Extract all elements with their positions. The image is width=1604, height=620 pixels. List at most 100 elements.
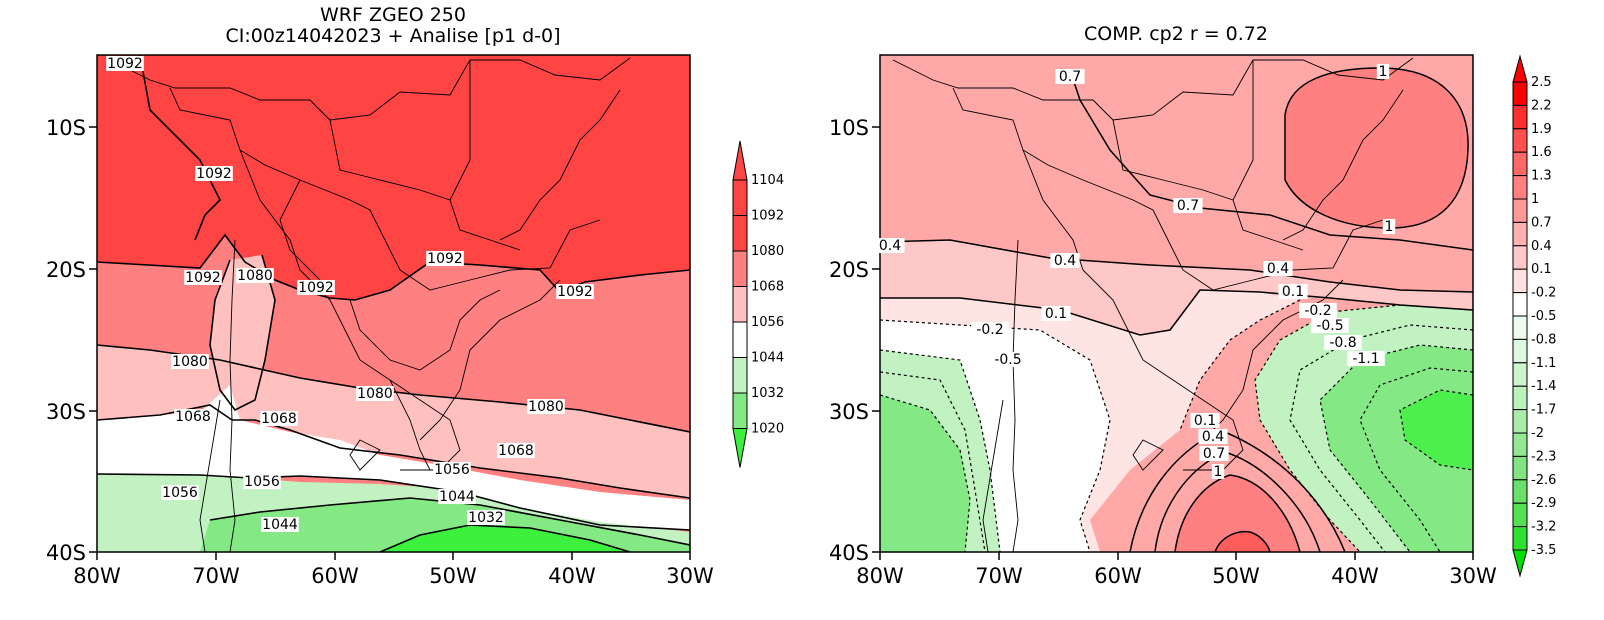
right-x-tick: 30W (1449, 564, 1497, 588)
left-contour-label: 1092 (557, 284, 593, 300)
right-colorbar-label: -2 (1531, 426, 1544, 441)
right-colorbar-box (1512, 502, 1528, 528)
left-x-tick: 40W (548, 564, 596, 588)
right-x-tick: 70W (975, 564, 1023, 588)
right-colorbar-box (1512, 128, 1528, 153)
band-1092-1104 (97, 55, 690, 300)
right-contour-label: -0.8 (1329, 335, 1356, 351)
right-tick-marks (872, 126, 1474, 560)
right-contour-label-bg (1324, 335, 1362, 350)
left-filled-contours (97, 55, 690, 552)
left-y-tick-labels: 10S 20S 30S 40S (46, 116, 86, 565)
left-contour-label-bg (261, 517, 299, 532)
right-y-tick: 10S (829, 116, 869, 140)
right-contour-label-bg (1190, 413, 1220, 428)
right-colorbar-label: -0.2 (1531, 286, 1556, 301)
right-x-tick-labels: 80W 70W 60W 50W 40W 30W (856, 564, 1497, 588)
band-0.1-0.4 (880, 240, 1473, 335)
right-contour-label-bg (1382, 219, 1396, 234)
left-colorbar-box (732, 179, 748, 216)
right-y-tick: 30S (829, 400, 869, 424)
right-colorbar-box (1512, 479, 1528, 504)
band-1020-1032 (380, 525, 630, 552)
band-coast-1092 (97, 55, 220, 240)
right-x-tick: 80W (856, 564, 904, 588)
right-colorbar-label: -0.8 (1531, 332, 1556, 347)
left-x-tick-labels: 80W 70W 60W 50W 40W 30W (73, 564, 714, 588)
right-contour-label: -1.1 (1352, 351, 1379, 367)
left-contour-label: 1056 (434, 462, 470, 478)
left-tick-marks (89, 126, 691, 560)
right-colorbar-label: -0.5 (1531, 309, 1556, 324)
right-contour-label-bg (1311, 318, 1349, 333)
left-contour-label-bg (497, 443, 535, 458)
left-frame (96, 54, 691, 553)
left-contour-label-bg (467, 510, 505, 525)
right-y-tick-labels: 10S 20S 30S 40S (829, 116, 869, 565)
left-colorbar-label: 1032 (751, 386, 784, 401)
left-colorbar-box (732, 321, 748, 358)
right-contour-label: 0.4 (1054, 253, 1076, 269)
right-colorbar-box (1512, 338, 1528, 364)
band-1056-1068 (97, 385, 690, 530)
left-colorbar-label: 1068 (751, 280, 784, 295)
right-colorbar-box (1512, 81, 1528, 106)
right-contour-label: -0.5 (1316, 318, 1343, 334)
left-contour-label-bg (243, 474, 281, 489)
right-contour-label: 0.7 (1177, 198, 1199, 214)
left-title-line2: CI:00z14042023 + Analise [p1 d-0] (225, 25, 560, 47)
left-contour-label: 1092 (427, 251, 463, 267)
right-contour-label-bg (1199, 446, 1229, 461)
left-title-line1: WRF ZGEO 250 (320, 4, 466, 26)
right-contour-label-bg (1050, 253, 1080, 268)
right-colorbar-label: -3.2 (1531, 520, 1556, 535)
right-colorbar-box (1512, 526, 1528, 551)
right-frame (879, 54, 1474, 553)
left-contour-label: 1056 (244, 474, 280, 490)
right-contour-label: -0.2 (976, 322, 1003, 338)
left-contour-label-bg (171, 354, 209, 369)
left-contour-label-bg (297, 280, 335, 295)
left-y-tick: 30S (46, 400, 86, 424)
left-contour-label: 1068 (261, 411, 297, 427)
right-colorbar-label: 2.2 (1531, 98, 1552, 113)
right-x-tick: 60W (1094, 564, 1142, 588)
right-colorbar-box (1512, 432, 1528, 457)
right-colorbar-label: -2.6 (1531, 473, 1556, 488)
right-contour-label: -0.2 (1304, 303, 1331, 319)
left-contour-label: 1032 (468, 510, 504, 526)
right-colorbar-box (1512, 104, 1528, 130)
right-colorbar-label: 2.5 (1531, 75, 1552, 90)
left-contour-label-bg (426, 251, 464, 266)
right-contour-label-bg (1376, 64, 1390, 79)
right-contour-label: 0.1 (1045, 306, 1067, 322)
band-green-west-mid (880, 395, 970, 552)
right-title: COMP. cp2 r = 0.72 (1084, 23, 1268, 45)
right-colorbar-box (1512, 385, 1528, 411)
right-contour-label-bg (1055, 69, 1085, 84)
left-colorbar-top-arrow (732, 140, 748, 181)
left-contour-label: 1080 (172, 354, 208, 370)
left-x-tick: 60W (311, 564, 359, 588)
right-colorbar-label: -1.4 (1531, 379, 1556, 394)
right-x-tick: 40W (1331, 564, 1379, 588)
right-contour-label-bg (1173, 198, 1203, 213)
left-contour-label-bg (236, 268, 274, 283)
left-x-tick: 30W (666, 564, 714, 588)
right-colorbar-box (1512, 362, 1528, 387)
left-contour-label-bg (161, 485, 199, 500)
left-contour-label-bg (174, 409, 212, 424)
left-contour-label: 1092 (185, 270, 221, 286)
left-contour-label-bg (438, 489, 476, 504)
right-colorbar-box (1512, 221, 1528, 247)
right-contour-label: 0.1 (1194, 413, 1216, 429)
left-colorbar-box (732, 250, 748, 287)
left-x-tick: 70W (192, 564, 240, 588)
left-colorbar-label: 1020 (751, 422, 784, 437)
right-colorbar-label: -2.9 (1531, 496, 1556, 511)
left-contour-label-bg (260, 411, 298, 426)
right-negative-contours (880, 299, 1473, 552)
left-country-borders (109, 57, 631, 552)
band-green-east-strong (1400, 390, 1473, 470)
right-colorbar-label: 1.3 (1531, 169, 1552, 184)
